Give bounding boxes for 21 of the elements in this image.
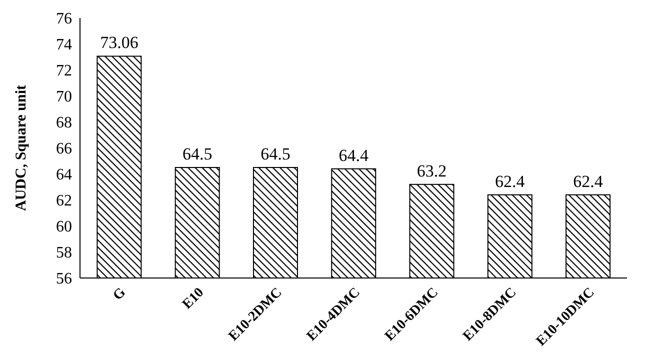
data-label: 63.2 [416, 161, 447, 180]
data-label: 62.4 [573, 172, 604, 191]
y-tick-label: 70 [56, 88, 72, 106]
y-tick-label: 72 [56, 62, 72, 80]
data-label: 73.06 [100, 33, 138, 52]
data-label: 64.5 [182, 144, 212, 164]
x-tick-label: E10 [180, 285, 208, 312]
data-label: 62.4 [495, 172, 526, 191]
y-tick-label: 66 [56, 140, 72, 158]
y-tick-label: 58 [56, 244, 72, 262]
y-axis-title: AUDC, Square unit [13, 84, 30, 211]
x-tick-label: G [110, 285, 130, 304]
data-label: 64.4 [338, 146, 369, 165]
y-tick-label: 60 [56, 218, 72, 236]
y-tick-label: 76 [56, 10, 72, 28]
y-tick-label: 68 [56, 114, 72, 132]
y-tick-label: 64 [56, 166, 72, 184]
data-label: 64.5 [260, 144, 290, 164]
y-tick-label: 56 [56, 270, 72, 288]
y-tick-label: 62 [56, 192, 72, 210]
y-tick-label: 74 [56, 36, 72, 54]
